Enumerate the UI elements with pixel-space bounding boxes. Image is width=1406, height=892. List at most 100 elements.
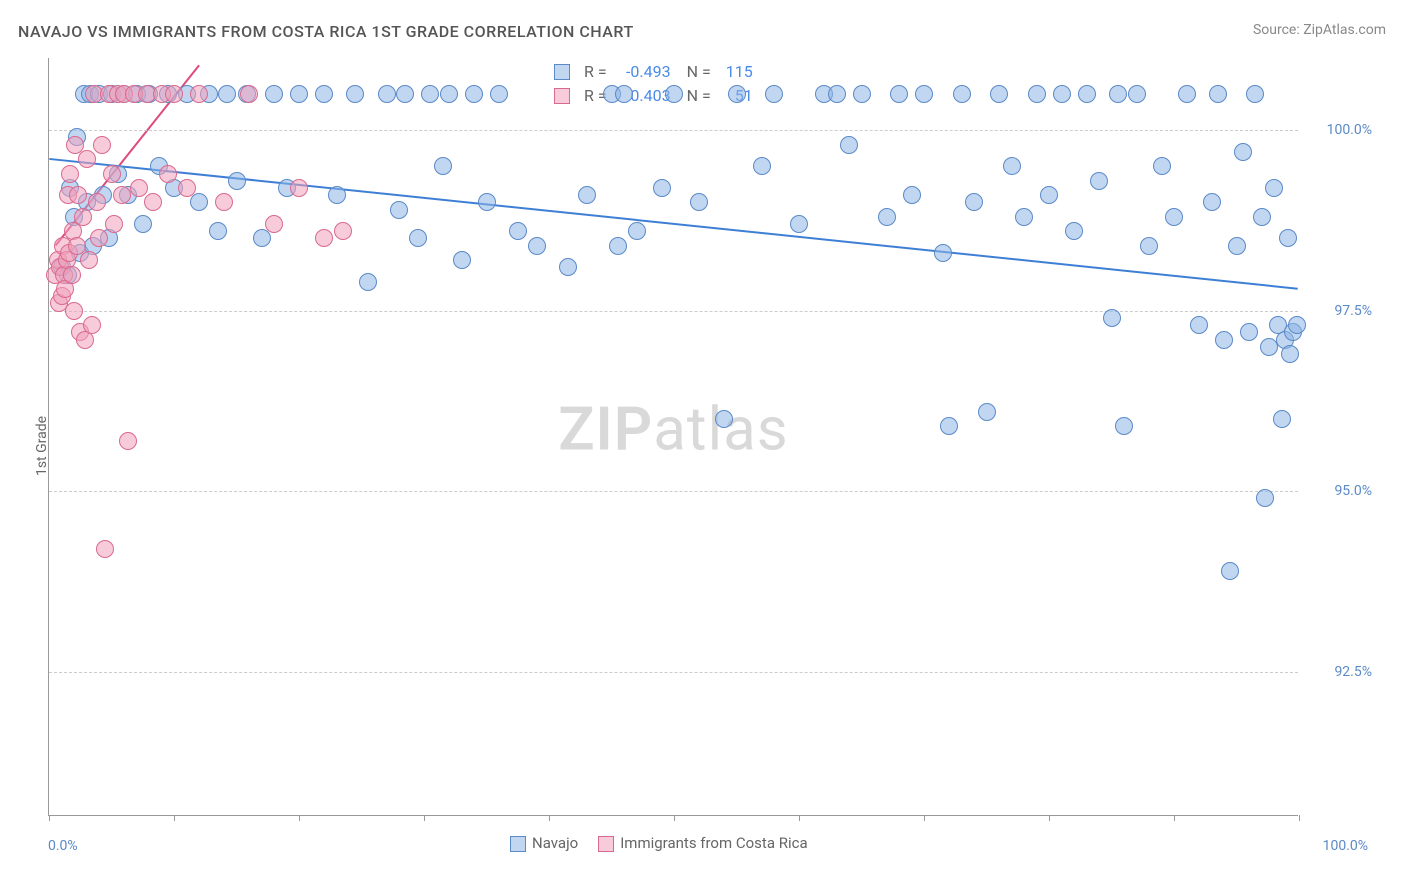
scatter-point <box>1078 85 1096 103</box>
gridline <box>49 130 1298 131</box>
scatter-point <box>765 85 783 103</box>
scatter-point <box>753 157 771 175</box>
scatter-point <box>96 540 114 558</box>
scatter-point <box>359 273 377 291</box>
gridline <box>49 491 1298 492</box>
x-tick <box>924 815 925 821</box>
y-tick-label: 95.0% <box>1334 483 1372 499</box>
scatter-point <box>83 316 101 334</box>
scatter-point <box>628 222 646 240</box>
scatter-point <box>209 222 227 240</box>
y-tick-label: 92.5% <box>1334 664 1372 680</box>
scatter-point <box>215 193 233 211</box>
stats-box: R =-0.493N =115R =0.403N =51 <box>554 60 753 108</box>
scatter-point <box>1153 157 1171 175</box>
scatter-point <box>715 410 733 428</box>
legend-swatch <box>598 836 614 852</box>
scatter-point <box>1109 85 1127 103</box>
scatter-point <box>228 172 246 190</box>
scatter-point <box>378 85 396 103</box>
scatter-point <box>409 229 427 247</box>
scatter-point <box>1240 323 1258 341</box>
scatter-point <box>1190 316 1208 334</box>
x-tick <box>299 815 300 821</box>
scatter-point <box>103 165 121 183</box>
scatter-point <box>990 85 1008 103</box>
scatter-point <box>434 157 452 175</box>
scatter-point <box>1040 186 1058 204</box>
scatter-point <box>315 229 333 247</box>
stats-n-label: N = <box>687 84 711 108</box>
scatter-point <box>290 85 308 103</box>
scatter-point <box>165 85 183 103</box>
chart-title: NAVAJO VS IMMIGRANTS FROM COSTA RICA 1ST… <box>18 22 634 41</box>
scatter-point <box>1281 345 1299 363</box>
scatter-point <box>1256 489 1274 507</box>
scatter-point <box>61 165 79 183</box>
plot-area: ZIPatlas R =-0.493N =115R =0.403N =51 92… <box>48 58 1298 816</box>
legend-swatch <box>510 836 526 852</box>
scatter-point <box>478 193 496 211</box>
scatter-point <box>578 186 596 204</box>
scatter-point <box>1053 85 1071 103</box>
stats-n-label: N = <box>687 60 711 84</box>
scatter-point <box>1215 331 1233 349</box>
scatter-point <box>1128 85 1146 103</box>
scatter-point <box>113 186 131 204</box>
x-tick <box>1049 815 1050 821</box>
scatter-point <box>878 208 896 226</box>
scatter-point <box>334 222 352 240</box>
x-tick <box>174 815 175 821</box>
source-label: Source: ZipAtlas.com <box>1253 22 1386 38</box>
stats-swatch <box>554 64 570 80</box>
scatter-point <box>465 85 483 103</box>
scatter-point <box>1140 237 1158 255</box>
scatter-point <box>1221 562 1239 580</box>
scatter-point <box>119 432 137 450</box>
scatter-point <box>1028 85 1046 103</box>
scatter-point <box>93 136 111 154</box>
scatter-point <box>1228 237 1246 255</box>
scatter-point <box>1253 208 1271 226</box>
x-axis-max-label: 100.0% <box>1323 838 1368 854</box>
y-tick-label: 97.5% <box>1334 303 1372 319</box>
legend-item: Immigrants from Costa Rica <box>598 834 807 852</box>
scatter-point <box>1165 208 1183 226</box>
stats-swatch <box>554 88 570 104</box>
y-tick-label: 100.0% <box>1327 122 1372 138</box>
scatter-point <box>890 85 908 103</box>
scatter-point <box>1246 85 1264 103</box>
scatter-point <box>528 237 546 255</box>
scatter-point <box>328 186 346 204</box>
scatter-point <box>915 85 933 103</box>
scatter-point <box>315 85 333 103</box>
scatter-point <box>396 85 414 103</box>
scatter-point <box>903 186 921 204</box>
scatter-point <box>134 215 152 233</box>
stats-r-value: -0.493 <box>615 60 671 84</box>
stats-r-label: R = <box>584 60 607 84</box>
x-tick <box>49 815 50 821</box>
scatter-point <box>1115 417 1133 435</box>
scatter-point <box>1003 157 1021 175</box>
scatter-point <box>609 237 627 255</box>
scatter-point <box>265 215 283 233</box>
scatter-point <box>390 201 408 219</box>
scatter-point <box>1203 193 1221 211</box>
scatter-point <box>90 229 108 247</box>
scatter-point <box>490 85 508 103</box>
scatter-point <box>178 179 196 197</box>
x-tick <box>674 815 675 821</box>
x-tick <box>1299 815 1300 821</box>
scatter-point <box>74 208 92 226</box>
scatter-point <box>559 258 577 276</box>
scatter-point <box>1090 172 1108 190</box>
scatter-point <box>1288 316 1306 334</box>
scatter-point <box>978 403 996 421</box>
scatter-point <box>1015 208 1033 226</box>
scatter-point <box>509 222 527 240</box>
scatter-point <box>88 193 106 211</box>
stats-n-value: 115 <box>719 60 753 84</box>
scatter-point <box>965 193 983 211</box>
scatter-point <box>728 85 746 103</box>
